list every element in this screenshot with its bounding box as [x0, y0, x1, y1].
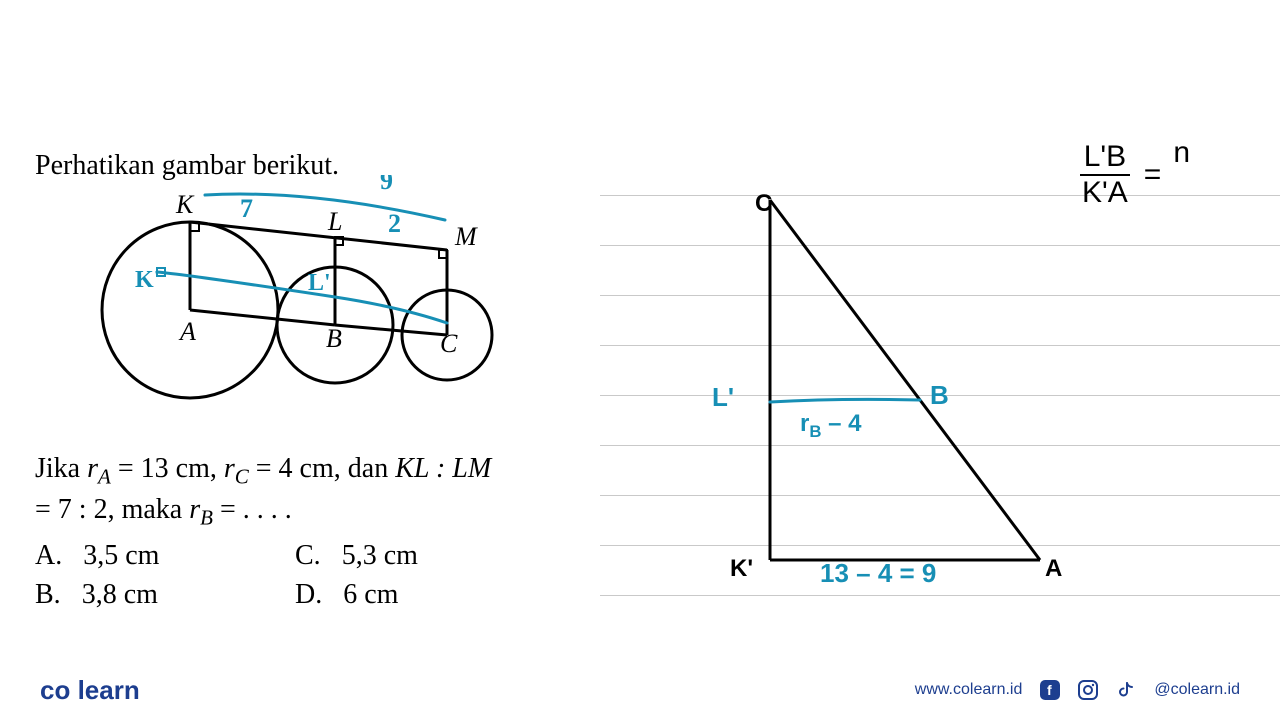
brand-logo: co learn: [40, 675, 140, 706]
svg-text:9: 9: [380, 175, 393, 195]
rC-val: = 4 cm, dan: [249, 453, 395, 484]
rA-var: r: [87, 453, 98, 484]
tri-mid-annotation: rB – 4: [800, 410, 862, 442]
rA-sub: A: [98, 465, 111, 489]
tri-label-B: B: [930, 380, 949, 411]
q-prefix: Jika: [35, 453, 87, 484]
svg-text:C: C: [440, 329, 458, 358]
ratio-formula: L'B K'A = n: [1078, 140, 1190, 210]
footer-url: www.colearn.id: [915, 681, 1023, 699]
option-D-text: 6 cm: [343, 579, 398, 610]
brand-part1: co: [40, 675, 70, 705]
tiktok-icon: [1116, 680, 1136, 700]
rB-var: r: [189, 494, 200, 525]
svg-text:L: L: [327, 207, 342, 236]
instagram-icon: [1078, 680, 1098, 700]
option-D: D. 6 cm: [295, 575, 495, 614]
tri-label-C: C: [755, 190, 772, 218]
rA-val: = 13 cm,: [111, 453, 224, 484]
option-A-text: 3,5 cm: [83, 540, 159, 571]
facebook-icon: f: [1040, 680, 1060, 700]
svg-text:B: B: [326, 324, 342, 353]
tri-label-Lp: L': [712, 382, 734, 413]
option-B: B. 3,8 cm: [35, 575, 295, 614]
formula-eq: =: [1144, 158, 1162, 192]
option-A: A. 3,5 cm: [35, 536, 295, 575]
svg-text:2: 2: [388, 209, 401, 238]
footer: co learn www.colearn.id f @colearn.id: [0, 660, 1280, 720]
option-C: C. 5,3 cm: [295, 536, 495, 575]
line2-prefix: = 7 : 2, maka: [35, 494, 189, 525]
tri-bottom-annotation: 13 – 4 = 9: [820, 558, 936, 589]
svg-text:7: 7: [240, 194, 253, 223]
formula-rhs: n: [1173, 136, 1190, 170]
option-B-text: 3,8 cm: [82, 579, 158, 610]
question-body: Jika rA = 13 cm, rC = 4 cm, dan KL : LM …: [35, 450, 491, 532]
rC-sub: C: [235, 465, 249, 489]
working-panel: C K' A L' B rB – 4 13 – 4 = 9 L'B K'A = …: [600, 0, 1280, 620]
formula-denominator: K'A: [1078, 176, 1132, 210]
rB-sub: B: [200, 506, 213, 530]
formula-numerator: L'B: [1080, 140, 1130, 176]
rC-var: r: [224, 453, 235, 484]
ratio-var: KL : LM: [395, 453, 491, 484]
tri-label-Kp: K': [730, 555, 753, 583]
option-C-text: 5,3 cm: [342, 540, 418, 571]
svg-text:f: f: [1047, 682, 1052, 698]
footer-right: www.colearn.id f @colearn.id: [915, 680, 1240, 700]
brand-dot: [70, 675, 77, 705]
circles-diagram: A B C K L M 9 7 2 K' L': [90, 175, 550, 440]
brand-part2: learn: [78, 675, 140, 705]
svg-text:A: A: [178, 317, 196, 346]
question-panel: Perhatikan gambar berikut.: [0, 0, 600, 620]
svg-text:M: M: [454, 222, 478, 251]
rB-suffix: = . . . .: [213, 494, 292, 525]
footer-handle: @colearn.id: [1154, 681, 1240, 699]
tri-label-A: A: [1045, 555, 1062, 583]
answer-options: A. 3,5 cm C. 5,3 cm B. 3,8 cm D. 6 cm: [35, 536, 495, 614]
svg-text:K: K: [175, 190, 195, 219]
